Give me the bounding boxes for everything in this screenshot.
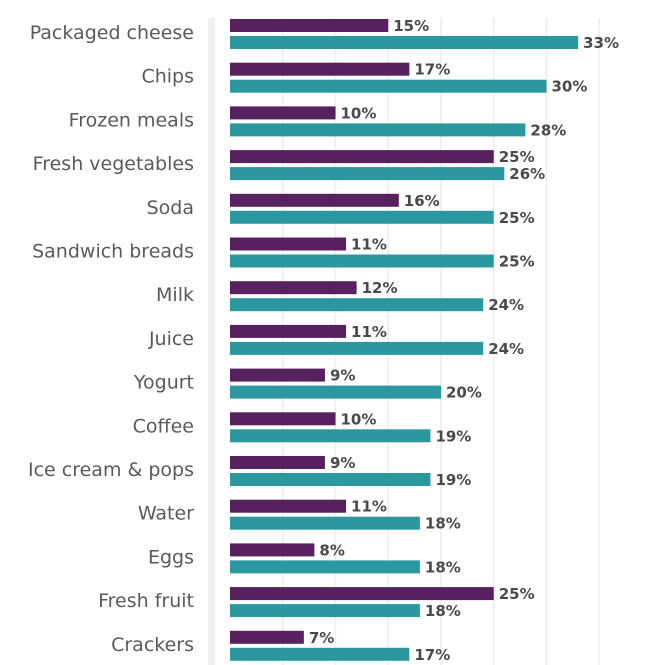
data-label: 8% — [319, 541, 344, 559]
data-label: 18% — [425, 515, 461, 533]
category-label: Soda — [147, 197, 194, 219]
bar — [230, 19, 389, 32]
data-label: 19% — [435, 427, 471, 445]
bar — [230, 324, 347, 338]
category-label: Milk — [156, 284, 194, 306]
category-label: Crackers — [111, 634, 194, 656]
category-label: Fresh fruit — [98, 590, 194, 612]
data-label: 7% — [309, 629, 334, 647]
bar — [230, 412, 336, 426]
bar — [230, 237, 347, 251]
data-label: 19% — [435, 471, 471, 489]
data-label: 24% — [488, 340, 524, 358]
data-label: 24% — [488, 296, 524, 314]
category-label: Eggs — [148, 546, 194, 568]
data-label: 28% — [530, 121, 566, 139]
category-label: Coffee — [133, 415, 194, 437]
data-label: 18% — [425, 558, 461, 576]
bar — [230, 604, 420, 618]
bar — [230, 167, 505, 181]
bar — [230, 210, 494, 224]
data-label: 10% — [341, 104, 377, 122]
data-label: 12% — [362, 279, 398, 297]
bar — [230, 385, 441, 399]
axis-shade — [208, 18, 215, 665]
bar — [230, 630, 304, 644]
category-label: Ice cream & pops — [28, 459, 194, 481]
category-label: Frozen meals — [69, 109, 194, 131]
data-label: 25% — [499, 148, 535, 166]
data-label: 11% — [351, 236, 387, 254]
bar — [230, 193, 399, 207]
bar — [230, 473, 431, 486]
data-label: 17% — [414, 61, 450, 79]
category-label: Chips — [141, 66, 194, 88]
data-label: 25% — [499, 585, 535, 603]
bar — [230, 341, 484, 355]
data-label: 11% — [351, 498, 387, 516]
data-label: 26% — [509, 165, 545, 183]
bar — [230, 36, 579, 49]
category-label: Packaged cheese — [30, 22, 194, 44]
data-label: 15% — [393, 17, 429, 35]
bars — [230, 19, 579, 661]
data-label: 10% — [341, 410, 377, 428]
bar — [230, 516, 420, 530]
bar — [230, 647, 410, 661]
labels: Packaged cheese 15% 33% Chips 17% 30% Frozen m… — [28, 17, 619, 664]
bar — [230, 281, 357, 295]
category-label: Fresh vegetables — [33, 153, 194, 175]
category-label: Yogurt — [133, 372, 194, 394]
data-label: 16% — [404, 192, 440, 210]
bar — [230, 79, 547, 93]
bar — [230, 543, 315, 557]
data-label: 20% — [446, 384, 482, 402]
bar — [230, 298, 484, 312]
data-label: 9% — [330, 454, 355, 472]
data-label: 25% — [499, 209, 535, 227]
data-label: 25% — [499, 253, 535, 271]
data-label: 9% — [330, 367, 355, 385]
bar — [230, 587, 494, 601]
bar — [230, 499, 347, 513]
data-label: 30% — [552, 78, 588, 96]
bar — [230, 429, 431, 443]
data-label: 11% — [351, 323, 387, 341]
category-label: Sandwich breads — [32, 241, 194, 263]
data-label: 33% — [583, 34, 619, 52]
bar — [230, 254, 494, 268]
bar — [230, 123, 526, 137]
data-label: 18% — [425, 602, 461, 620]
bar — [230, 150, 494, 164]
bar — [230, 106, 336, 120]
category-label: Water — [138, 503, 194, 525]
data-label: 17% — [414, 646, 450, 664]
bar — [230, 456, 325, 469]
bar — [230, 368, 325, 382]
category-label: Juice — [148, 328, 194, 350]
bar — [230, 560, 420, 574]
bar — [230, 62, 410, 76]
